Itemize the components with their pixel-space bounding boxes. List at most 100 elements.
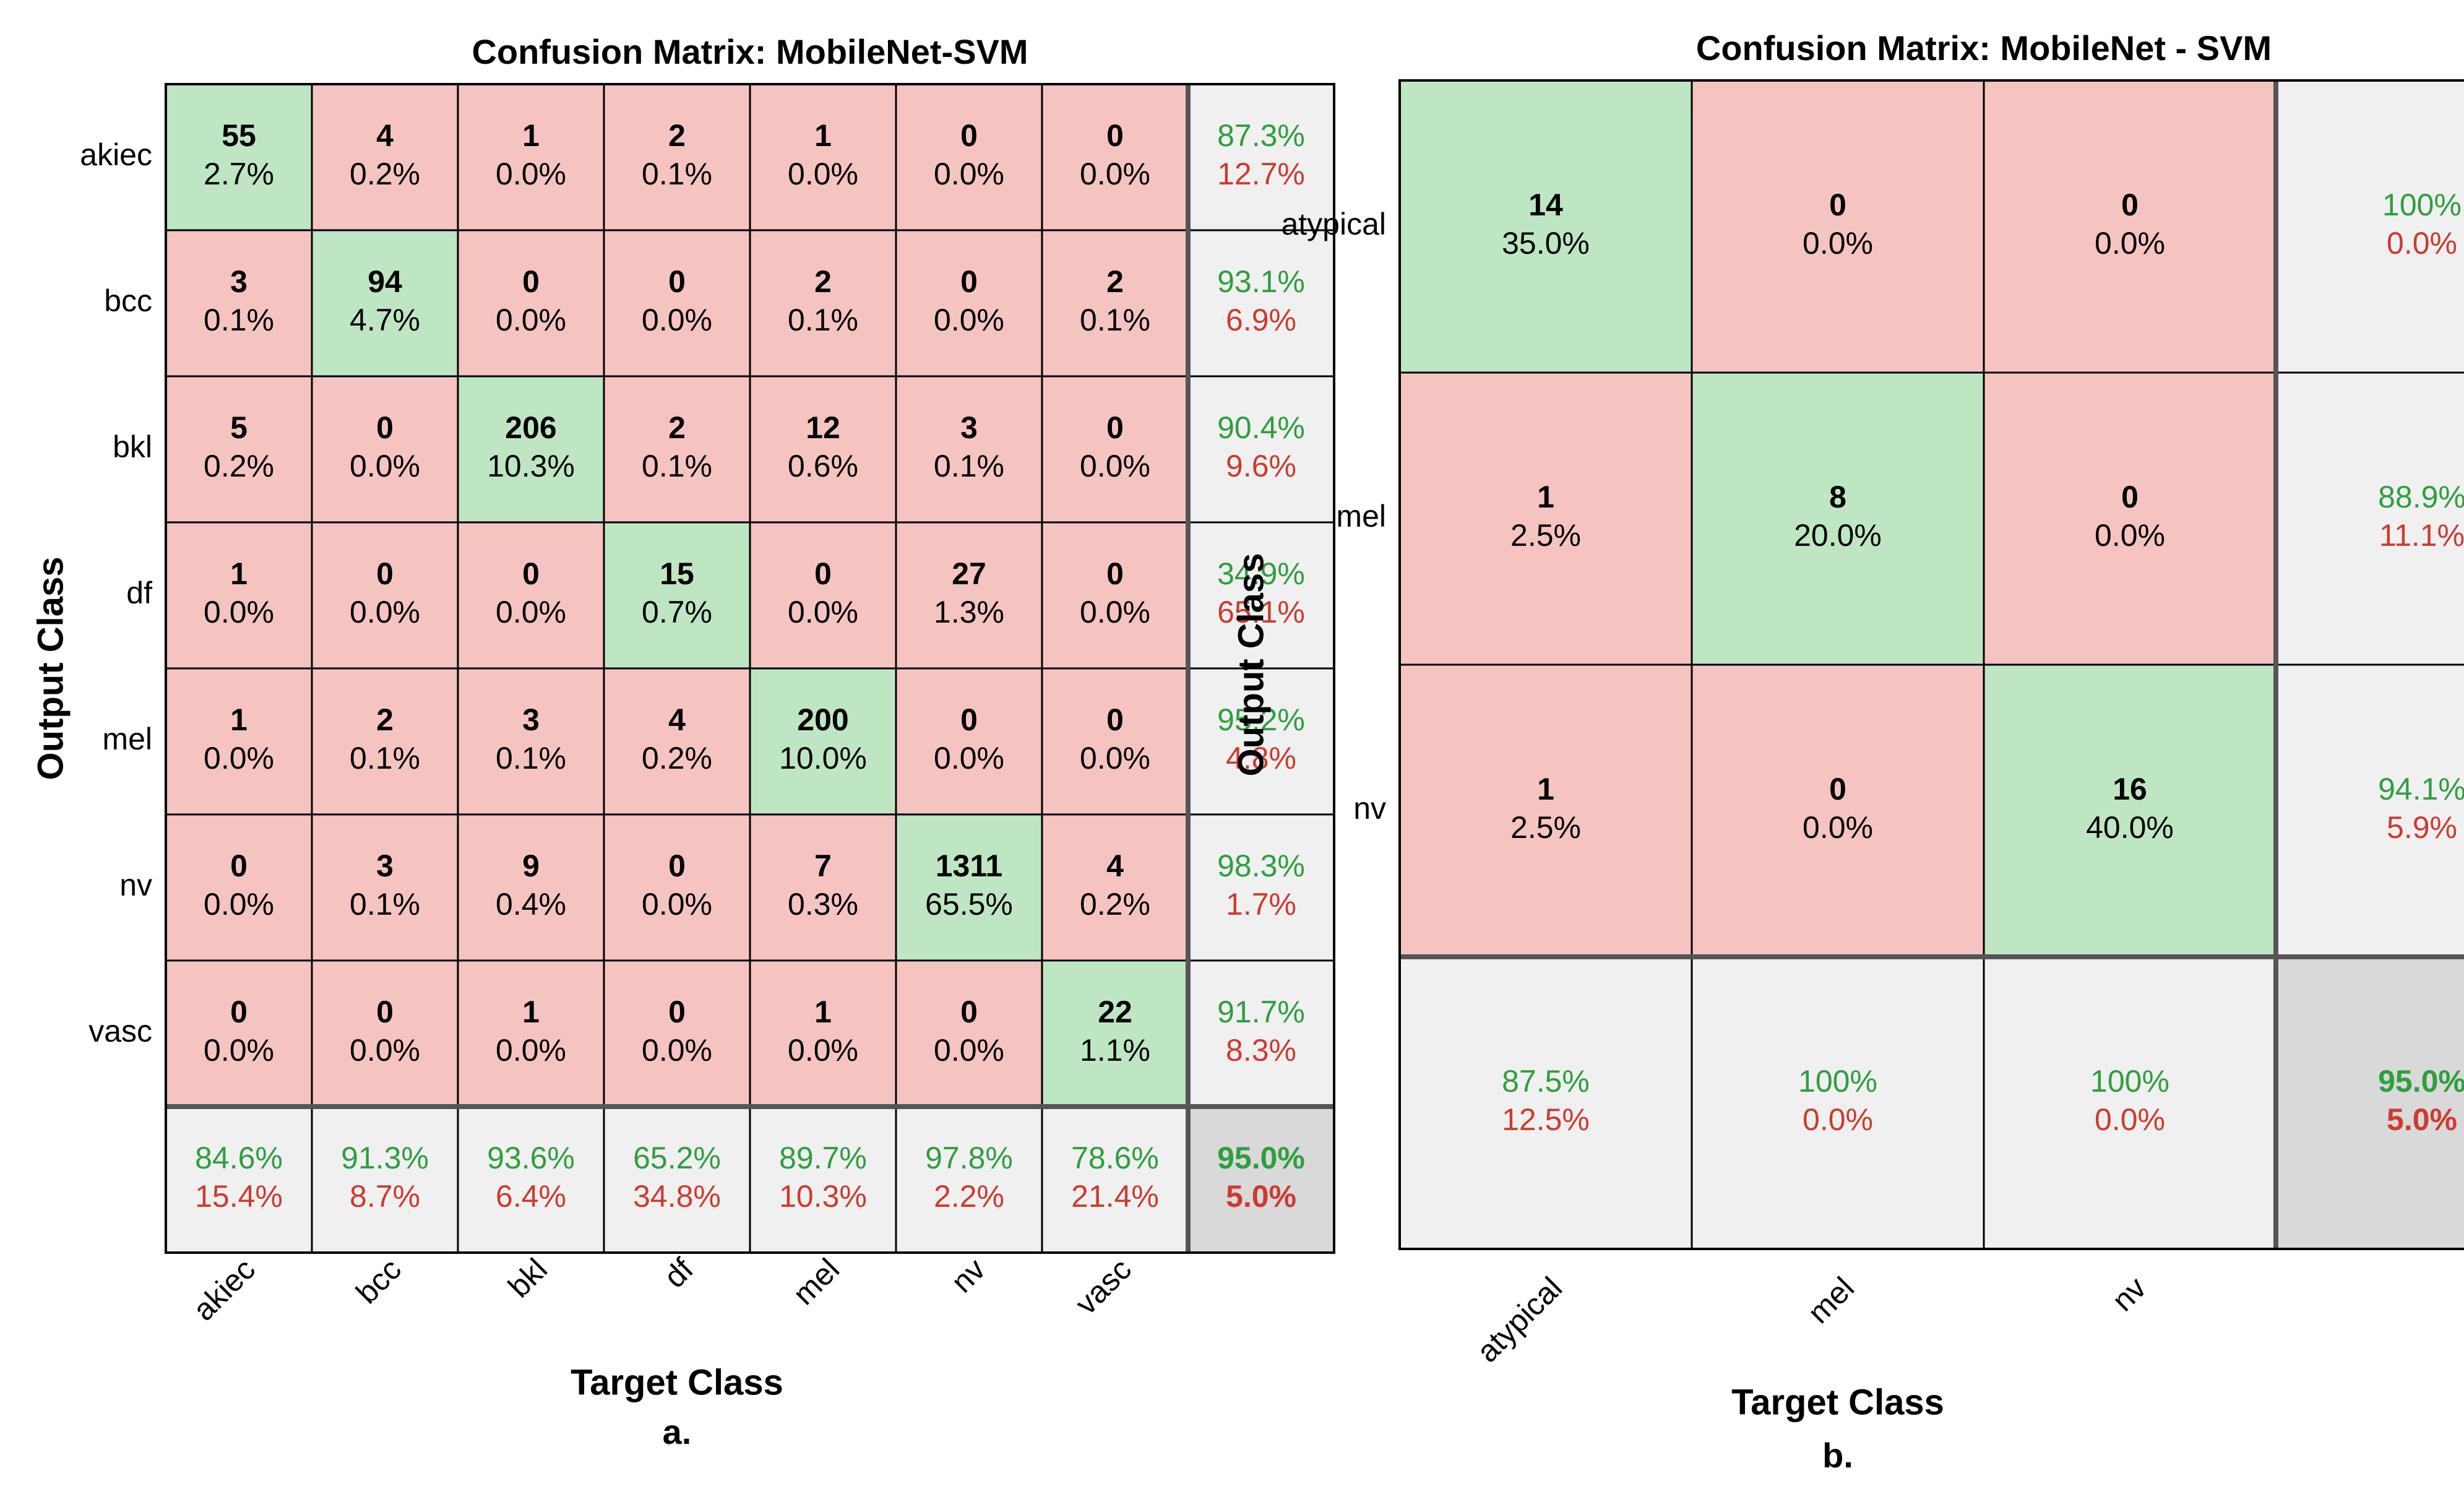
correct-cell — [457, 375, 605, 524]
cell-count: 0 — [1106, 410, 1124, 445]
error-cell — [749, 375, 897, 524]
error-cell — [1398, 663, 1693, 958]
overall-error: 5.0% — [1226, 1179, 1296, 1214]
summary-correct-percent: 88.9% — [2378, 480, 2464, 514]
cell-count: 0 — [668, 995, 686, 1029]
chart-title: Confusion Matrix: MobileNet - SVM — [1696, 28, 2272, 67]
cell-percent: 10.3% — [487, 449, 575, 483]
cell-count: 0 — [1106, 702, 1124, 737]
column-label-vasc: vasc — [1069, 1252, 1138, 1321]
error-cell — [457, 521, 605, 670]
error-cell — [457, 959, 605, 1108]
summary-correct-percent: 34.9% — [1217, 556, 1305, 591]
cell-count: 22 — [1098, 995, 1132, 1029]
cell-percent: 0.6% — [788, 449, 858, 483]
column-summary-cell — [749, 1105, 897, 1254]
column-label-bkl: bkl — [501, 1252, 554, 1305]
error-cell — [311, 667, 459, 816]
summary-correct-percent: 94.1% — [2378, 772, 2464, 806]
row-label-mel: mel — [102, 722, 152, 756]
column-summary-cell — [311, 1105, 459, 1254]
error-cell — [749, 83, 897, 231]
summary-error-percent: 2.2% — [934, 1179, 1004, 1214]
error-cell — [603, 83, 751, 231]
cell-count: 206 — [505, 410, 556, 445]
summary-correct-percent: 100% — [2382, 188, 2462, 222]
cell-count: 2 — [376, 702, 394, 737]
column-summary-cell — [603, 1105, 751, 1254]
cell-percent: 0.0% — [788, 157, 858, 191]
column-summary-cell — [1398, 956, 1693, 1250]
cell-percent: 0.0% — [642, 303, 712, 337]
y-axis-label: Output Class — [30, 557, 71, 780]
summary-error-percent: 9.6% — [1226, 449, 1296, 483]
error-cell — [603, 813, 751, 962]
cell-percent: 4.7% — [350, 303, 420, 337]
cell-count: 0 — [522, 556, 540, 591]
cell-count: 0 — [376, 556, 394, 591]
column-label-bcc: bcc — [349, 1252, 408, 1311]
cell-percent: 0.0% — [496, 595, 566, 629]
summary-error-percent: 8.3% — [1226, 1033, 1296, 1068]
confusion-matrix-b: Confusion Matrix: MobileNet - SVM 14 35.0%… — [1231, 28, 2464, 1475]
summary-error-percent: 65.1% — [1217, 595, 1305, 629]
summary-correct-percent: 91.7% — [1217, 995, 1305, 1029]
cell-percent: 0.3% — [788, 887, 858, 922]
row-summary-cell — [1187, 813, 1335, 962]
cell-count: 15 — [660, 556, 694, 591]
row-summary-cell — [1187, 667, 1335, 816]
column-label-mel: mel — [1801, 1271, 1861, 1331]
cell-count: 0 — [230, 848, 248, 883]
error-cell — [603, 667, 751, 816]
summary-correct-percent: 84.6% — [195, 1141, 283, 1175]
summary-correct-percent: 98.3% — [1217, 848, 1305, 883]
cell-percent: 0.0% — [496, 1033, 566, 1068]
error-cell — [603, 375, 751, 524]
cell-count: 1 — [1537, 772, 1554, 806]
cell-count: 0 — [960, 995, 978, 1029]
cell-percent: 65.5% — [925, 887, 1013, 922]
cell-count: 1 — [230, 702, 248, 737]
chart-title: Confusion Matrix: MobileNet-SVM — [472, 32, 1028, 71]
cell-count: 0 — [522, 264, 540, 299]
cell-percent: 0.0% — [1080, 741, 1150, 775]
cell-count: 0 — [1829, 188, 1846, 222]
cell-count: 5 — [230, 410, 248, 445]
column-summary-cell — [1041, 1105, 1189, 1254]
summary-error-percent: 21.4% — [1071, 1179, 1159, 1214]
cell-count: 0 — [376, 410, 394, 445]
overall-error: 5.0% — [2387, 1102, 2457, 1137]
cell-count: 200 — [797, 702, 848, 737]
correct-cell — [603, 521, 751, 670]
summary-error-percent: 0.0% — [2387, 226, 2457, 261]
cell-count: 2 — [668, 118, 686, 153]
cell-count: 94 — [368, 264, 402, 299]
correct-cell — [895, 813, 1043, 962]
cell-count: 1311 — [936, 848, 1002, 883]
cell-percent: 2.5% — [1510, 810, 1581, 845]
cell-count: 0 — [376, 995, 394, 1029]
summary-error-percent: 10.3% — [779, 1179, 867, 1214]
error-cell — [1983, 371, 2277, 666]
error-cell — [311, 813, 459, 962]
correct-cell — [311, 229, 459, 378]
cell-count: 0 — [230, 995, 248, 1029]
cell-percent: 0.1% — [496, 741, 566, 775]
cell-percent: 0.2% — [350, 157, 420, 191]
cell-percent: 0.0% — [2095, 226, 2165, 261]
cell-count: 3 — [522, 702, 540, 737]
cell-count: 3 — [230, 264, 248, 299]
cell-percent: 20.0% — [1794, 518, 1882, 553]
cell-count: 1 — [814, 118, 832, 153]
cell-percent: 0.0% — [788, 595, 858, 629]
cell-percent: 0.0% — [204, 595, 274, 629]
row-label-atypical: atypical — [1281, 207, 1386, 241]
cell-count: 3 — [960, 410, 978, 445]
cell-count: 1 — [1537, 480, 1554, 514]
summary-error-percent: 0.0% — [2095, 1102, 2165, 1137]
cell-percent: 10.0% — [779, 741, 867, 775]
summary-error-percent: 12.5% — [1502, 1102, 1590, 1137]
row-label-akiec: akiec — [80, 137, 152, 172]
row-summary-cell — [2275, 79, 2464, 374]
row-label-df: df — [126, 576, 152, 610]
